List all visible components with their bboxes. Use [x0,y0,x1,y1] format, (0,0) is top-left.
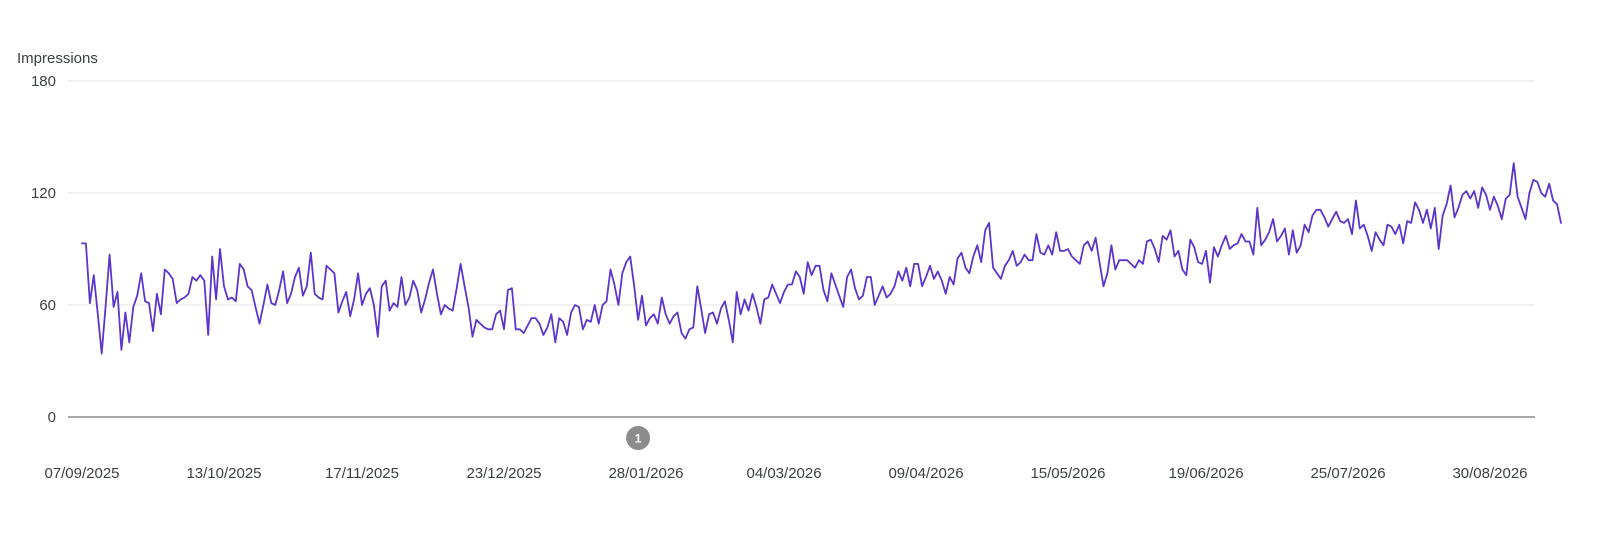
x-tick-label: 15/05/2026 [1030,465,1105,482]
x-tick-label: 30/08/2026 [1452,465,1527,482]
x-tick-label: 07/09/2025 [44,465,119,482]
y-tick-label: 0 [48,409,56,426]
y-tick-label: 120 [31,185,56,202]
series-line [81,162,1562,355]
y-tick-label: 60 [39,297,56,314]
x-axis-ticks: 07/09/2025 13/10/2025 17/11/2025 23/12/2025… [44,465,1527,482]
x-tick-label: 25/07/2026 [1310,465,1385,482]
y-axis-ticks: 0 60 120 180 [31,73,56,426]
annotations: 1 [626,426,651,450]
annotation-marker[interactable]: 1 [626,426,651,450]
gridlines [68,80,1535,418]
y-tick-label: 180 [31,73,56,90]
series-layer [81,162,1562,355]
x-tick-label: 17/11/2025 [325,465,399,482]
x-tick-label: 19/06/2026 [1168,465,1243,482]
x-tick-label: 04/03/2026 [746,465,821,482]
x-tick-label: 28/01/2026 [608,465,683,482]
annotation-label: 1 [635,432,642,446]
y-axis-title: Impressions [17,50,98,67]
x-tick-label: 09/04/2026 [888,465,963,482]
x-tick-label: 13/10/2025 [186,465,261,482]
x-tick-label: 23/12/2025 [466,465,541,482]
annotation-circle[interactable] [626,426,651,450]
